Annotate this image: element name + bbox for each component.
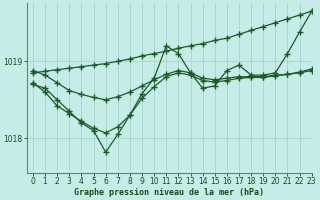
X-axis label: Graphe pression niveau de la mer (hPa): Graphe pression niveau de la mer (hPa) (74, 188, 264, 197)
